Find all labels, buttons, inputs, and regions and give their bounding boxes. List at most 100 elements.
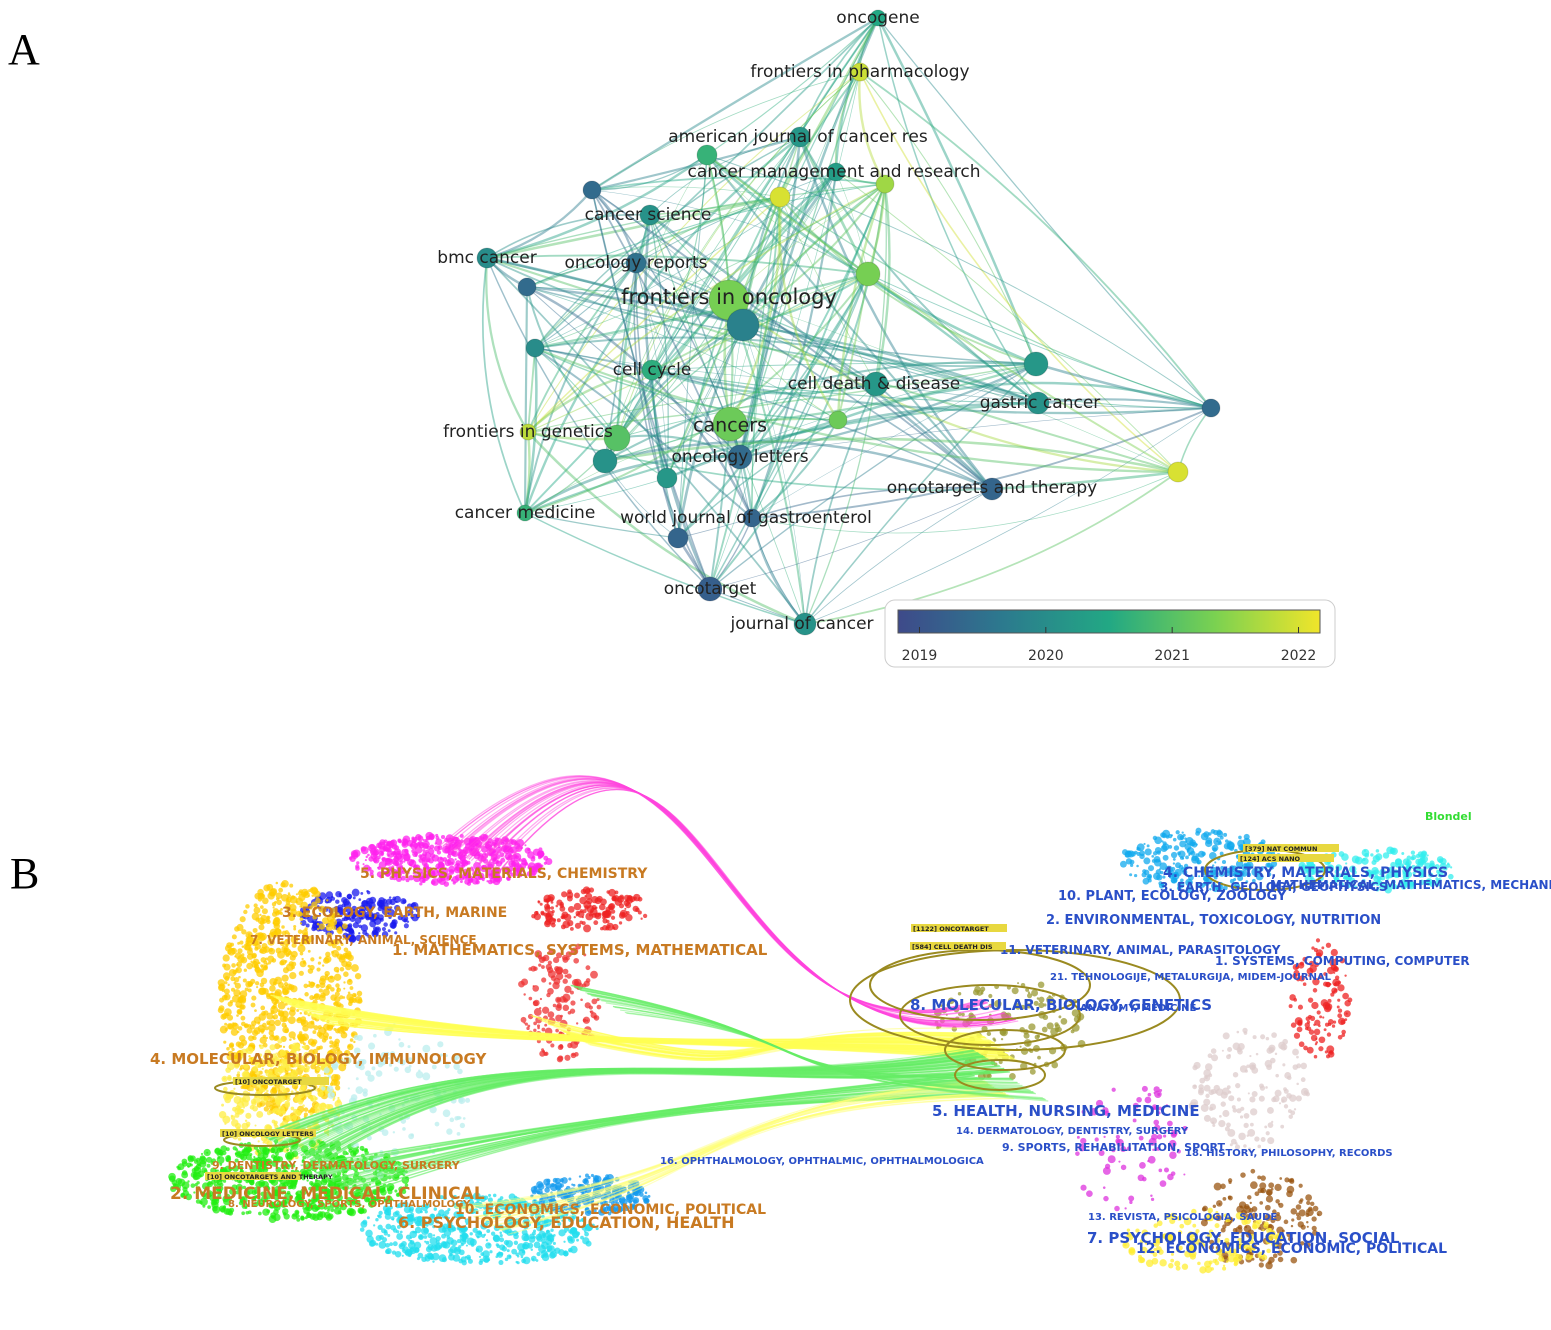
journal-dot <box>466 1256 471 1261</box>
journal-dot <box>501 836 510 845</box>
journal-dot <box>1306 1046 1314 1054</box>
link <box>523 136 801 514</box>
journal-dot <box>304 1216 308 1220</box>
journal-dot <box>1298 1041 1305 1048</box>
journal-dot <box>243 968 248 972</box>
journal-dot <box>377 1214 380 1218</box>
colorbar-tick-label: 2021 <box>1154 648 1190 664</box>
colorbar-tick-label: 2020 <box>1028 648 1064 664</box>
journal-dot <box>230 947 237 955</box>
journal-dot <box>294 1043 301 1049</box>
link <box>836 183 887 421</box>
journal-node <box>727 444 753 470</box>
journal-dot <box>1334 975 1340 980</box>
journal-dot <box>237 948 243 954</box>
journal-dot <box>1292 1048 1299 1056</box>
link <box>527 262 637 433</box>
journal-dot <box>573 915 576 919</box>
link <box>742 324 993 490</box>
journal-dot <box>385 867 389 870</box>
journal-dot <box>475 1248 480 1252</box>
journal-dot <box>221 1103 225 1107</box>
journal-dot <box>394 1250 402 1258</box>
journal-dot <box>233 1096 242 1104</box>
journal-dot <box>633 893 641 902</box>
journal-dot <box>466 860 471 865</box>
journal-dot <box>227 1075 232 1080</box>
journal-dot <box>486 880 489 883</box>
journal-node <box>726 308 760 342</box>
journal-dot <box>542 1015 548 1021</box>
journal-dot <box>217 1149 224 1156</box>
journal-dot <box>625 902 632 909</box>
journal-dot <box>544 1023 548 1027</box>
journal-dot <box>442 845 450 854</box>
journal-dot <box>1141 872 1147 878</box>
journal-dot <box>458 1258 464 1264</box>
journal-node <box>850 62 870 82</box>
journal-dot <box>1192 1223 1197 1228</box>
journal-dot <box>586 898 593 905</box>
journal-dot <box>356 990 363 997</box>
link <box>738 136 802 458</box>
journal-dot <box>1306 1200 1311 1206</box>
journal-dot <box>1281 1099 1285 1103</box>
journal-dot <box>1232 1042 1241 1051</box>
journal-dot <box>435 833 439 837</box>
journal-dot <box>362 1088 368 1094</box>
journal-dot <box>376 871 383 878</box>
journal-dot <box>416 1257 420 1261</box>
journal-dot <box>336 989 339 993</box>
journal-dot <box>355 864 360 869</box>
journal-dot <box>1338 1017 1346 1026</box>
link <box>1177 407 1212 473</box>
journal-dot <box>1219 1114 1222 1118</box>
journal-dot <box>349 855 356 863</box>
link <box>728 299 1179 474</box>
link <box>591 189 711 590</box>
journal-dot <box>251 1101 257 1107</box>
journal-dot <box>488 1243 491 1246</box>
journal-dot <box>377 855 381 860</box>
journal-dot <box>299 922 303 925</box>
journal-dot <box>325 891 334 899</box>
journal-dot <box>590 970 598 979</box>
journal-dot <box>1298 1199 1303 1204</box>
journal-dot <box>1260 1034 1266 1040</box>
journal-dot <box>234 982 242 989</box>
journal-dot <box>589 1010 592 1013</box>
journal-dot <box>1197 1261 1201 1266</box>
journal-dot <box>1268 1044 1276 1052</box>
journal-dot <box>381 857 386 862</box>
journal-dot <box>438 872 446 879</box>
journal-dot <box>223 988 230 995</box>
journal-dot <box>1327 1022 1332 1026</box>
journal-dot <box>460 880 463 883</box>
journal-dot <box>1210 1088 1217 1095</box>
journal-dot <box>326 899 329 902</box>
journal-dot <box>370 852 378 860</box>
journal-dot <box>316 1089 319 1093</box>
link <box>651 136 801 371</box>
journal-dot <box>278 982 284 988</box>
journal-dot <box>1370 853 1374 857</box>
journal-node <box>696 144 718 166</box>
journal-dot <box>1258 1095 1265 1102</box>
link <box>728 299 807 625</box>
link <box>591 189 1039 404</box>
link <box>1035 362 1212 410</box>
journal-dot <box>1177 833 1184 841</box>
journal-dot <box>1199 1077 1206 1084</box>
journal-dot <box>492 1193 497 1198</box>
journal-dot <box>231 1119 239 1127</box>
journal-dot <box>275 881 279 885</box>
link <box>486 154 708 260</box>
journal-dot <box>449 1253 453 1257</box>
link <box>651 17 879 371</box>
journal-dot <box>621 912 626 917</box>
journal-dot <box>1337 1013 1343 1019</box>
link <box>706 154 1212 409</box>
journal-dot <box>364 1148 368 1152</box>
journal-dot <box>365 855 369 859</box>
